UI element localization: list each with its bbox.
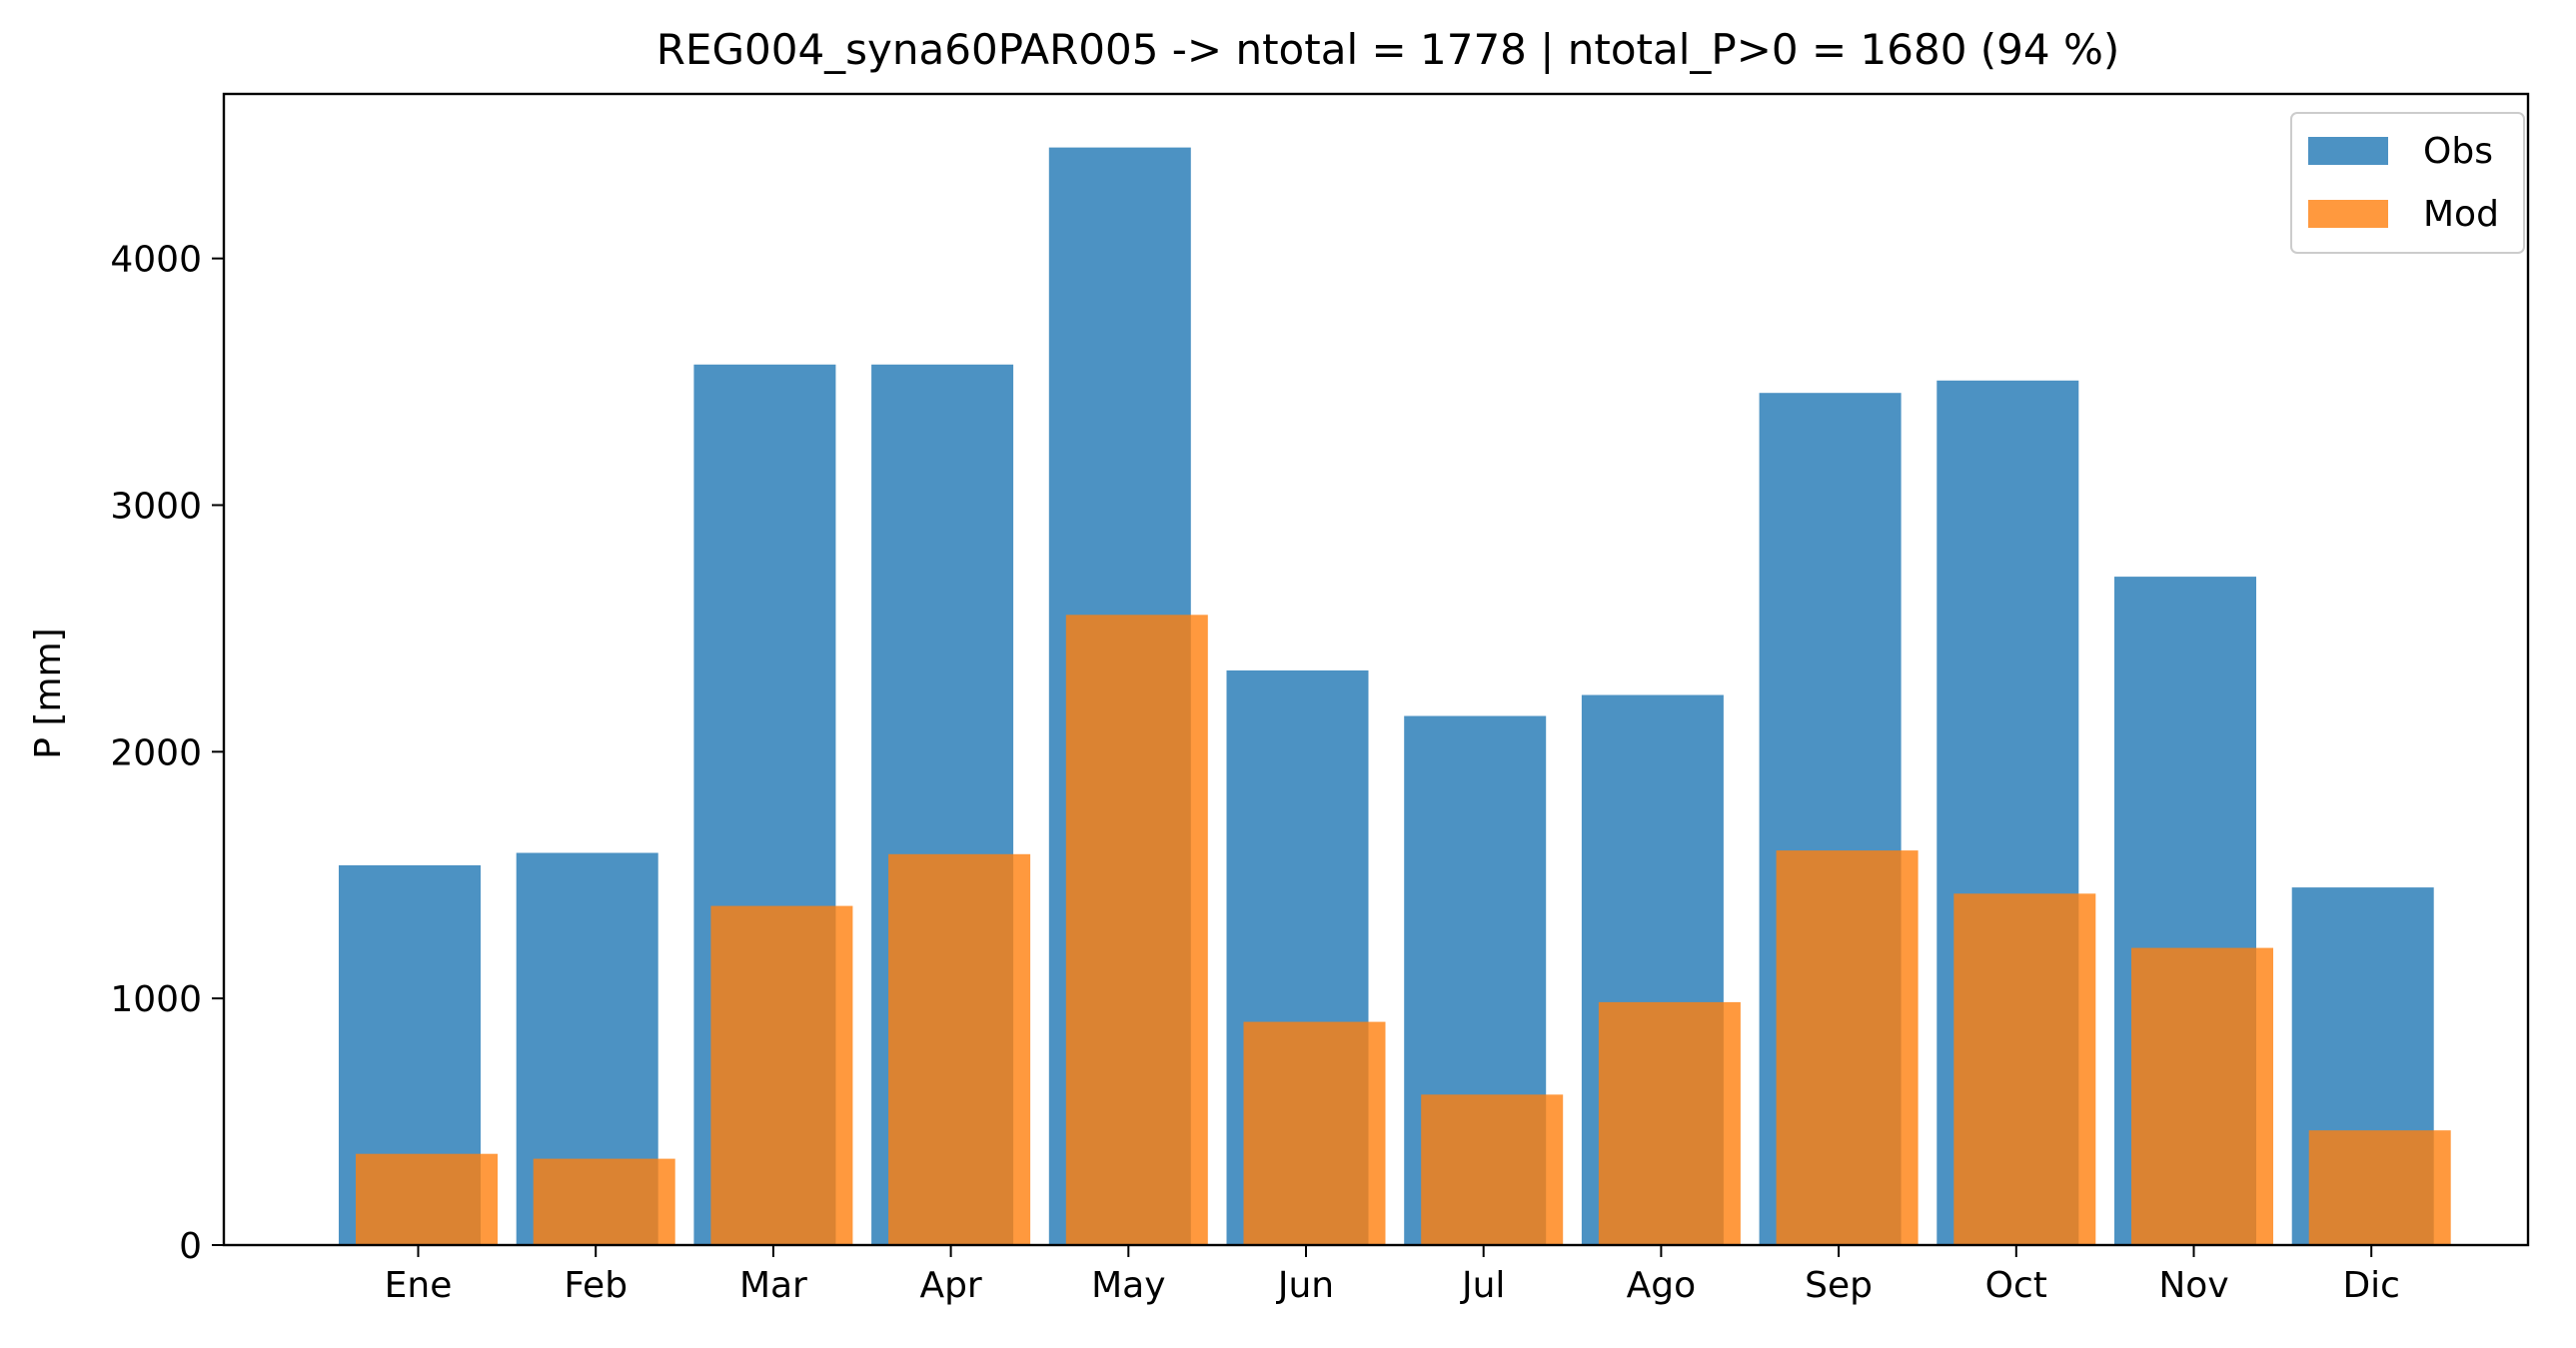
bar-mod-ago	[1598, 1001, 1741, 1245]
bars-layer	[339, 147, 2451, 1246]
bar-mod-jul	[1421, 1094, 1564, 1245]
x-tick-label: Sep	[1805, 1265, 1873, 1306]
x-tick-label: Jul	[1460, 1265, 1505, 1306]
x-axis-ticks: Ene Feb Mar Apr May Jun Jul Ago Sep Oct Nov Dic	[385, 1245, 2400, 1306]
legend-swatch-mod	[2308, 200, 2388, 228]
x-tick-label: Nov	[2158, 1265, 2228, 1306]
chart-title: REG004_syna60PAR005 -> ntotal = 1778 | n…	[656, 25, 2120, 74]
bar-mod-oct	[1953, 893, 2096, 1245]
y-tick-label: 4000	[110, 240, 202, 281]
x-tick-label: Feb	[564, 1265, 628, 1306]
x-tick-label: Oct	[1985, 1265, 2047, 1306]
bar-mod-ene	[356, 1153, 498, 1245]
bar-mod-apr	[888, 853, 1031, 1245]
x-tick-label: Dic	[2342, 1265, 2400, 1306]
legend-label-mod: Mod	[2423, 194, 2499, 235]
legend: Obs Mod	[2290, 112, 2525, 254]
x-tick-label: Ene	[385, 1265, 453, 1306]
y-tick-label: 3000	[110, 486, 202, 527]
y-tick-label: 2000	[110, 732, 202, 773]
y-tick-label: 1000	[110, 979, 202, 1020]
y-tick-label: 0	[179, 1226, 202, 1267]
x-tick-label: Jun	[1276, 1265, 1334, 1306]
bar-mod-may	[1065, 615, 1208, 1245]
y-axis-label: P [mm]	[28, 628, 69, 758]
x-tick-label: Mar	[739, 1265, 807, 1306]
x-tick-label: May	[1091, 1265, 1165, 1306]
y-axis-ticks: 0 1000 2000 3000 4000	[110, 240, 224, 1267]
bar-mod-mar	[710, 905, 853, 1245]
bar-mod-dic	[2308, 1130, 2451, 1245]
bar-mod-feb	[533, 1158, 675, 1245]
legend-label-obs: Obs	[2423, 131, 2493, 172]
bar-mod-sep	[1776, 850, 1919, 1245]
x-tick-label: Apr	[919, 1265, 981, 1306]
legend-swatch-obs	[2308, 137, 2388, 165]
plot-frame	[222, 92, 2530, 1247]
x-tick-label: Ago	[1627, 1265, 1697, 1306]
bar-mod-nov	[2131, 947, 2273, 1245]
bar-mod-jun	[1243, 1021, 1386, 1245]
